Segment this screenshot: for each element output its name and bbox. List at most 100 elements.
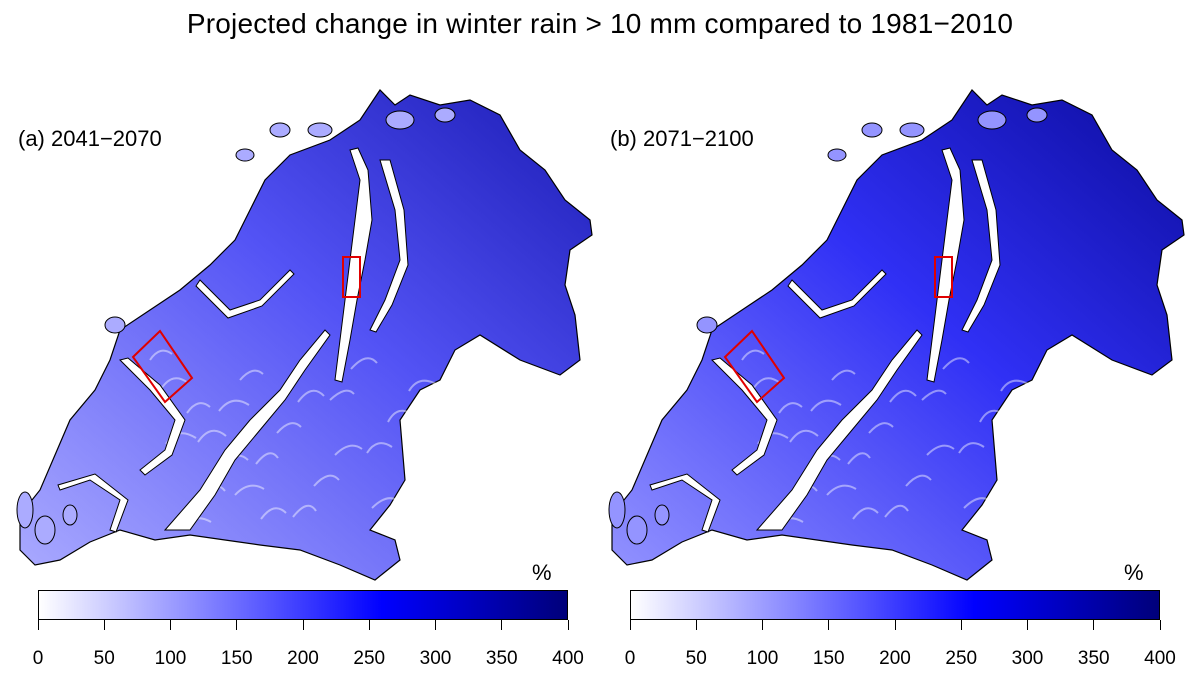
colorbar-tick-label: 100	[154, 648, 187, 669]
panel-a-label: (a) 2041−2070	[18, 126, 162, 151]
map-panel-a	[16, 89, 593, 581]
colorbar-tick	[501, 620, 503, 630]
colorbar-tick	[629, 620, 631, 630]
valley-streak	[942, 357, 970, 370]
colorbar-tick	[103, 620, 105, 630]
valley-streak	[260, 507, 287, 520]
colorbar-b	[630, 590, 1160, 620]
island	[62, 504, 78, 526]
colorbar-tick-label: 300	[419, 648, 452, 669]
valley-streak	[979, 409, 1008, 423]
colorbar-tick	[170, 620, 171, 630]
valley-streak	[995, 494, 1023, 507]
fjord	[334, 147, 373, 383]
valley-streak	[408, 379, 439, 392]
colorbar-tick-label: 0	[624, 648, 636, 669]
panel-b-label: (b) 2071−2100	[610, 126, 754, 151]
island	[434, 107, 456, 123]
fjord	[649, 473, 721, 533]
colorbar-tick-label: 350	[1077, 648, 1110, 669]
valley-streak	[831, 369, 856, 381]
valley-streak	[921, 389, 947, 401]
figure-title: Projected change in winter rain > 10 mm …	[186, 8, 1014, 39]
valley-streak	[350, 357, 378, 370]
valley-streak	[239, 369, 264, 381]
study-area-box	[934, 256, 953, 298]
island	[235, 148, 255, 162]
map-panel-b	[608, 89, 1185, 581]
island	[977, 110, 1007, 130]
colorbar-tick-label: 250	[353, 648, 386, 669]
colorbar-tick-label: 200	[879, 648, 911, 669]
island	[827, 148, 847, 162]
valley-streak	[255, 452, 279, 465]
colorbar-tick-label: 250	[945, 648, 978, 669]
colorbar-tick-label: 300	[1011, 648, 1044, 669]
valley-streak	[218, 399, 250, 412]
fjord	[926, 147, 965, 383]
valley-streak	[868, 422, 894, 434]
valley-streak	[741, 349, 765, 361]
fjord	[57, 473, 129, 533]
study-area-box	[342, 256, 361, 298]
island	[34, 515, 56, 545]
island	[654, 504, 670, 526]
valley-streak	[329, 389, 355, 401]
fjord	[755, 329, 923, 531]
valley-streak	[297, 389, 325, 403]
valley-streak	[752, 377, 781, 390]
valley-streak	[403, 494, 431, 507]
colorbar-tick-label: 150	[220, 648, 253, 669]
island	[385, 110, 415, 130]
island	[899, 122, 925, 138]
colorbar-tick	[236, 620, 238, 630]
panel-b: (b) 2071−2100 % 0 50 100 150 200 250 300 350 400	[592, 60, 1192, 675]
island	[307, 122, 333, 138]
colorbar-tick-label: 400	[552, 648, 584, 669]
colorbar-tick	[762, 620, 763, 630]
study-area-box	[723, 329, 786, 404]
colorbar-tick	[960, 620, 962, 630]
colorbar-tick	[435, 620, 436, 630]
island	[696, 316, 718, 334]
valley-streak	[958, 442, 985, 454]
valley-streak	[366, 442, 393, 454]
island	[608, 491, 626, 529]
valley-streak	[852, 507, 879, 520]
fjord	[195, 269, 295, 319]
colorbar-tick	[567, 620, 569, 630]
valley-streak	[789, 429, 819, 443]
fjord	[961, 159, 1001, 333]
colorbar-tick	[894, 620, 896, 630]
study-area-box	[131, 329, 194, 404]
colorbar-tick-label: 350	[485, 648, 518, 669]
valley-streak	[1016, 464, 1046, 476]
valley-streak	[778, 402, 803, 414]
valley-streak	[149, 349, 173, 361]
valley-streak	[884, 504, 909, 518]
colorbar-tick-label: 50	[685, 648, 707, 669]
colorbar-tick-label: 150	[812, 648, 845, 669]
valley-streak	[197, 429, 227, 443]
valley-streak	[1000, 379, 1031, 392]
colorbar-tick-label: 0	[32, 648, 44, 669]
valley-streak	[186, 402, 211, 414]
colorbar-tick-label: 200	[287, 648, 319, 669]
valley-streak	[905, 474, 932, 487]
fjord	[787, 269, 887, 319]
colorbar-tick-label: 50	[93, 648, 115, 669]
valley-streak	[424, 464, 454, 476]
colorbar-tick	[1093, 620, 1095, 630]
valley-streak	[810, 399, 842, 412]
fjord	[711, 357, 778, 476]
colorbar-tick	[1027, 620, 1028, 630]
colorbar-ticks-b	[629, 620, 1161, 634]
valley-streak	[234, 484, 265, 496]
colorbar-tick	[695, 620, 697, 630]
island	[1026, 107, 1048, 123]
valley-streak	[889, 389, 917, 403]
colorbar-unit-a: %	[532, 560, 552, 585]
island	[16, 491, 34, 529]
island	[269, 122, 291, 138]
island	[104, 316, 126, 334]
